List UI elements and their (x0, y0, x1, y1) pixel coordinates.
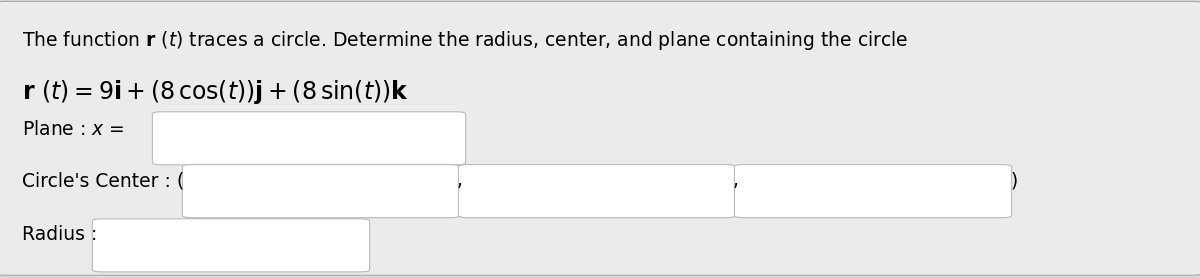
Text: The function $\mathbf{r}\ (t)$ traces a circle. Determine the radius, center, an: The function $\mathbf{r}\ (t)$ traces a … (22, 29, 908, 52)
Text: Circle's Center : (: Circle's Center : ( (22, 171, 184, 190)
Text: $\mathbf{r}\ (t) = 9\mathbf{i} + (8\,\cos(t))\mathbf{j} + (8\,\sin(t))\mathbf{k}: $\mathbf{r}\ (t) = 9\mathbf{i} + (8\,\co… (22, 78, 409, 106)
Text: Plane : $x$ =: Plane : $x$ = (22, 120, 124, 139)
Text: Radius :: Radius : (22, 225, 97, 244)
FancyBboxPatch shape (152, 112, 466, 165)
FancyBboxPatch shape (458, 165, 736, 218)
FancyBboxPatch shape (92, 219, 370, 272)
Text: ): ) (1010, 171, 1018, 190)
FancyBboxPatch shape (734, 165, 1012, 218)
Text: ,: , (456, 171, 462, 190)
Text: ,: , (732, 171, 738, 190)
FancyBboxPatch shape (182, 165, 460, 218)
